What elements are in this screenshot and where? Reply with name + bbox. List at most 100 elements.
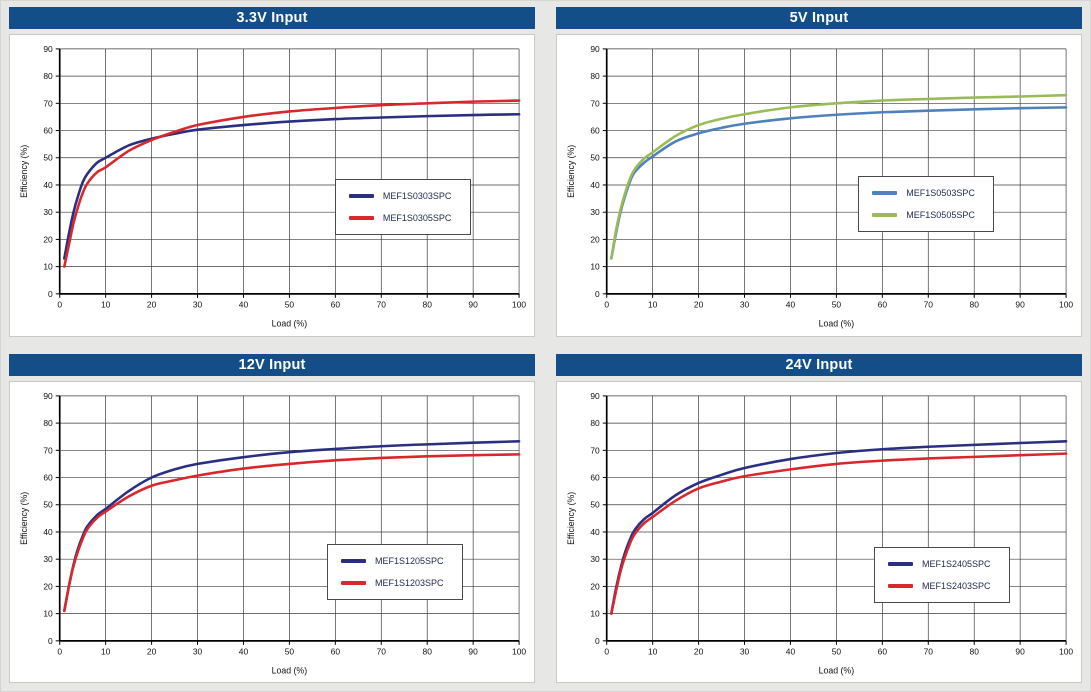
svg-text:60: 60 [878, 300, 888, 310]
svg-text:50: 50 [43, 153, 53, 163]
svg-text:70: 70 [43, 445, 53, 455]
efficiency-vs-load-chart: 0 10 20 30 40 50 60 70 80 90 100 0 10 20 30 40 50 60 70 80 9… [19, 390, 527, 675]
svg-text:100: 100 [1059, 300, 1073, 310]
efficiency-vs-load-chart: 0 10 20 30 40 50 60 70 80 90 100 0 10 20 30 40 50 60 70 80 9… [19, 44, 527, 329]
svg-text:80: 80 [590, 418, 600, 428]
chart-card: 0 10 20 30 40 50 60 70 80 90 100 0 10 20 30 40 50 60 70 80 9… [556, 34, 1082, 337]
svg-text:80: 80 [423, 646, 433, 656]
svg-text:40: 40 [590, 526, 600, 536]
svg-text:80: 80 [423, 300, 433, 310]
svg-text:100: 100 [1059, 646, 1073, 656]
panel-title: 3.3V Input [236, 10, 308, 26]
svg-text:10: 10 [648, 646, 658, 656]
svg-text:20: 20 [43, 581, 53, 591]
svg-text:90: 90 [468, 646, 478, 656]
panel-3v3-input: 3.3V Input 0 10 20 30 40 50 60 70 80 90 100 0 10 20 30… [9, 7, 535, 337]
legend: MEF1S2405SPC MEF1S2403SPC [874, 546, 1011, 603]
svg-text:0: 0 [604, 300, 609, 310]
svg-text:90: 90 [43, 44, 53, 54]
panel-header-24v: 24V Input [556, 353, 1082, 376]
series-label: MEF1S2405SPC [922, 558, 991, 569]
svg-text:80: 80 [970, 300, 980, 310]
panel-title: 12V Input [238, 356, 306, 373]
legend-item: MEF1S2405SPC [888, 559, 996, 569]
legend: MEF1S1205SPC MEF1S1203SPC [327, 543, 464, 600]
panel-header-12v: 12V Input [9, 353, 535, 376]
svg-text:20: 20 [590, 234, 600, 244]
svg-text:40: 40 [786, 646, 796, 656]
svg-text:20: 20 [694, 300, 704, 310]
svg-text:Efficiency (%): Efficiency (%) [566, 491, 576, 544]
svg-text:40: 40 [239, 300, 249, 310]
svg-text:70: 70 [590, 445, 600, 455]
svg-text:50: 50 [285, 646, 295, 656]
svg-text:Efficiency (%): Efficiency (%) [19, 145, 29, 198]
svg-text:40: 40 [239, 646, 249, 656]
svg-text:10: 10 [101, 300, 111, 310]
svg-text:30: 30 [590, 207, 600, 217]
svg-text:90: 90 [590, 44, 600, 54]
svg-text:20: 20 [147, 300, 157, 310]
svg-text:70: 70 [924, 646, 934, 656]
svg-text:90: 90 [590, 390, 600, 400]
svg-text:60: 60 [590, 472, 600, 482]
svg-text:0: 0 [57, 646, 62, 656]
svg-text:90: 90 [43, 390, 53, 400]
svg-text:10: 10 [101, 646, 111, 656]
svg-text:80: 80 [43, 71, 53, 81]
svg-text:0: 0 [48, 289, 53, 299]
series-color-swatch [872, 213, 898, 218]
svg-text:0: 0 [57, 300, 62, 310]
legend-item: MEF1S0503SPC [872, 188, 980, 198]
panel-header-3v3: 3.3V Input [9, 7, 535, 29]
svg-text:30: 30 [193, 646, 203, 656]
svg-text:70: 70 [377, 300, 387, 310]
svg-text:10: 10 [43, 608, 53, 618]
svg-text:80: 80 [970, 646, 980, 656]
svg-text:70: 70 [377, 646, 387, 656]
svg-text:10: 10 [43, 262, 53, 272]
chart-card: 0 10 20 30 40 50 60 70 80 90 100 0 10 20 30 40 50 60 70 80 9… [9, 380, 535, 683]
svg-text:70: 70 [590, 98, 600, 108]
svg-text:40: 40 [786, 300, 796, 310]
panel-24v-input: 24V Input 0 10 20 30 40 50 60 70 80 90 100 0 10 20 30 4… [556, 353, 1082, 683]
svg-text:40: 40 [590, 180, 600, 190]
series-label: MEF1S0505SPC [906, 210, 975, 221]
svg-text:60: 60 [331, 300, 341, 310]
svg-text:20: 20 [147, 646, 157, 656]
legend-item: MEF1S2403SPC [888, 581, 996, 591]
series-color-swatch [872, 191, 898, 196]
svg-text:40: 40 [43, 180, 53, 190]
svg-text:60: 60 [331, 646, 341, 656]
svg-text:50: 50 [43, 499, 53, 509]
panel-5v-input: 5V Input 0 10 20 30 40 50 60 70 80 90 100 0 10 20 30 40… [556, 7, 1082, 337]
svg-text:80: 80 [590, 71, 600, 81]
svg-text:50: 50 [832, 300, 842, 310]
series-label: MEF1S0305SPC [382, 213, 452, 224]
svg-text:50: 50 [832, 646, 842, 656]
svg-text:20: 20 [590, 581, 600, 591]
svg-text:90: 90 [1015, 646, 1025, 656]
series-color-swatch [888, 583, 914, 588]
svg-text:40: 40 [43, 526, 53, 536]
legend-item: MEF1S1203SPC [341, 578, 449, 588]
legend: MEF1S0303SPC MEF1S0305SPC [334, 179, 471, 236]
svg-text:30: 30 [43, 207, 53, 217]
series-color-swatch [348, 216, 374, 221]
svg-text:30: 30 [43, 554, 53, 564]
legend-item: MEF1S1205SPC [341, 556, 449, 566]
series-label: MEF1S1203SPC [375, 577, 444, 588]
svg-text:70: 70 [43, 98, 53, 108]
svg-text:20: 20 [694, 646, 704, 656]
svg-text:90: 90 [1015, 300, 1025, 310]
svg-text:60: 60 [590, 126, 600, 136]
svg-text:100: 100 [512, 300, 526, 310]
series-color-swatch [341, 558, 367, 563]
svg-text:Load (%): Load (%) [819, 665, 855, 675]
efficiency-vs-load-chart: 0 10 20 30 40 50 60 70 80 90 100 0 10 20 30 40 50 60 70 80 9… [566, 390, 1074, 675]
svg-text:50: 50 [590, 499, 600, 509]
panel-12v-input: 12V Input 0 10 20 30 40 50 60 70 80 90 100 0 10 20 30 4… [9, 353, 535, 683]
svg-text:0: 0 [595, 635, 600, 645]
svg-text:10: 10 [590, 262, 600, 272]
svg-text:20: 20 [43, 234, 53, 244]
